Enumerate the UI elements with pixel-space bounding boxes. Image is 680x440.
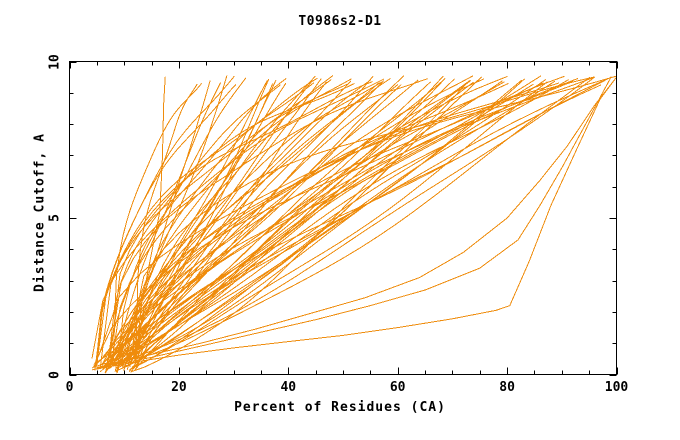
curve-model-67 <box>106 78 594 366</box>
y-tick-label: 10 <box>47 53 63 70</box>
curve-model-58 <box>102 82 544 364</box>
curve-model-76 <box>127 78 608 367</box>
curve-model-25 <box>110 78 352 369</box>
curve-low-3 <box>96 76 617 369</box>
x-tick-label: 80 <box>499 380 515 395</box>
curve-model-47 <box>116 75 474 374</box>
y-axis-label: Distance Cutoff, A <box>32 133 48 292</box>
curve-model-41 <box>115 80 471 369</box>
curve-model-57 <box>101 78 525 368</box>
curve-model-73 <box>125 76 595 361</box>
curve-model-72 <box>93 76 565 366</box>
curve-group <box>91 75 617 374</box>
x-tick-label: 40 <box>280 380 297 395</box>
curve-model-70 <box>118 81 555 363</box>
y-tick-label: 0 <box>47 370 63 379</box>
curve-model-61 <box>136 79 569 364</box>
curve-model-42 <box>134 76 444 363</box>
curve-model-43 <box>122 80 443 367</box>
curve-model-40 <box>108 84 402 359</box>
curve-model-56 <box>117 83 509 361</box>
curve-model-74 <box>103 84 602 368</box>
curve-model-31 <box>99 81 373 368</box>
curve-outlier-low <box>92 76 617 371</box>
axis-frame <box>69 61 618 376</box>
curve-model-17 <box>130 80 313 363</box>
curve-model-2 <box>115 82 221 371</box>
x-tick-label: 20 <box>171 380 187 395</box>
curve-model-7 <box>96 76 235 364</box>
curve-model-20 <box>105 75 316 359</box>
x-tick-label: 0 <box>65 380 74 395</box>
curve-model-75 <box>98 75 617 357</box>
x-axis-label: Percent of Residues (CA) <box>234 400 446 415</box>
curve-model-64 <box>130 83 534 373</box>
curve-model-45 <box>133 81 431 372</box>
curve-model-5 <box>115 80 211 361</box>
curve-low-2 <box>96 76 612 369</box>
curve-model-63 <box>105 75 542 371</box>
curve-model-3 <box>112 83 202 367</box>
curve-model-66 <box>125 80 574 365</box>
curve-model-10 <box>123 83 287 371</box>
x-tick-label: 60 <box>389 380 406 395</box>
curve-model-34 <box>126 80 371 370</box>
y-tick-label: 5 <box>47 214 63 222</box>
curve-model-30 <box>133 81 383 358</box>
curve-model-9 <box>102 75 228 369</box>
curve-model-62 <box>132 81 548 368</box>
x-tick-label: 100 <box>604 380 629 395</box>
curve-model-38 <box>108 78 428 359</box>
curve-model-71 <box>119 82 559 365</box>
curve-model-69 <box>106 78 579 367</box>
curve-model-27 <box>134 75 334 368</box>
curve-model-29 <box>109 83 355 359</box>
chart-title: T0986s2-D1 <box>298 14 382 29</box>
curve-model-16 <box>122 79 269 369</box>
curve-model-24 <box>91 78 385 359</box>
